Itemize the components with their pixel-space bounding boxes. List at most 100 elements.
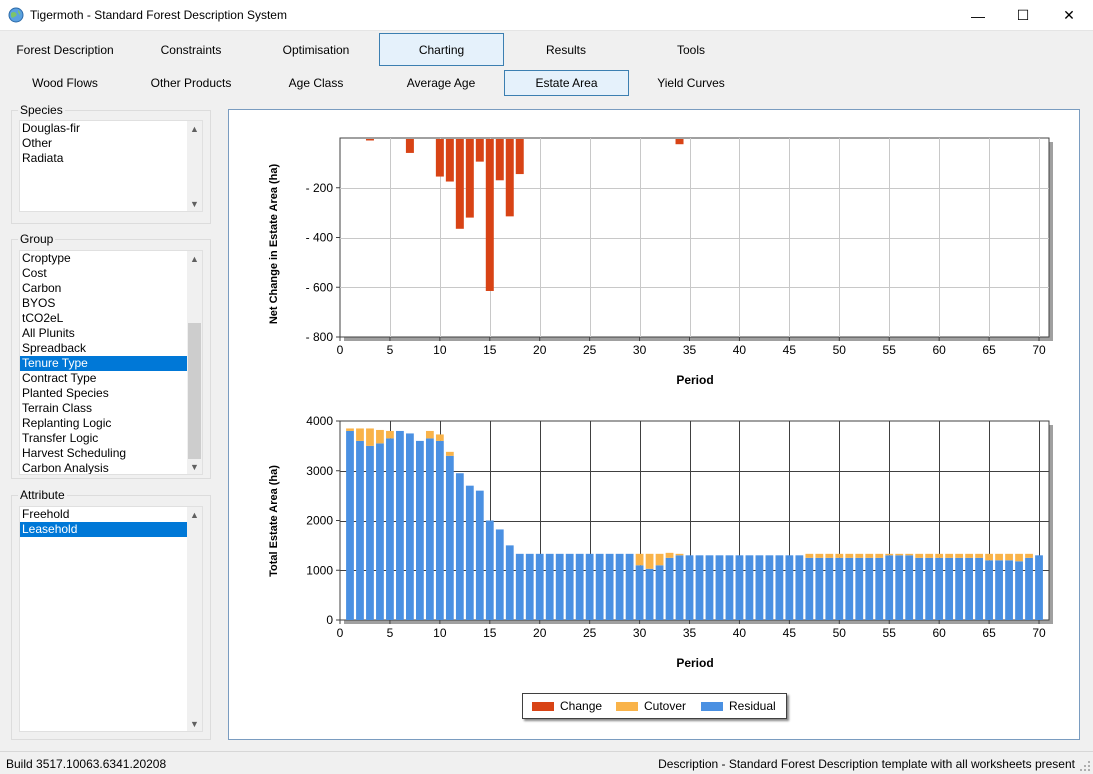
group-label: Group bbox=[18, 232, 56, 246]
list-item[interactable]: Croptype bbox=[22, 251, 71, 265]
cutover-bar bbox=[845, 553, 854, 558]
close-button[interactable]: ✕ bbox=[1063, 7, 1075, 23]
change-bar bbox=[435, 139, 444, 177]
tab-other-products[interactable]: Other Products bbox=[150, 76, 232, 90]
cutover-bar bbox=[425, 430, 434, 439]
x-tick-label: 10 bbox=[433, 626, 447, 640]
residual-bar bbox=[625, 553, 634, 620]
residual-bar bbox=[376, 443, 384, 620]
change-bar bbox=[455, 139, 464, 229]
net-change-tick-labels: 0 5 10 15 20 25 30 35 40 45 50 55 60 65 70 - 200 - 400 - … bbox=[306, 181, 1046, 357]
residual-bar bbox=[396, 430, 404, 620]
scroll-down-icon[interactable]: ▼ bbox=[190, 718, 199, 729]
y-tick-label: - 600 bbox=[306, 280, 334, 294]
chart-panel: 0 5 10 15 20 25 30 35 40 45 50 55 60 65 70- 200- 400- … bbox=[228, 109, 1080, 740]
list-item-selected[interactable]: Tenure Type bbox=[20, 356, 202, 371]
chart-legend: Change Cutover Residual bbox=[522, 693, 787, 719]
residual-bar bbox=[705, 555, 714, 620]
maximize-button[interactable]: ☐ bbox=[1016, 7, 1030, 23]
tab-tools[interactable]: Tools bbox=[676, 42, 705, 57]
estate-area-charts: 0 5 10 15 20 25 30 35 40 45 50 55 60 65 70- 200- 400- … bbox=[268, 137, 1053, 670]
tab-forest-description[interactable]: Forest Description bbox=[16, 42, 114, 57]
list-item[interactable]: BYOS bbox=[22, 296, 56, 310]
scroll-thumb[interactable] bbox=[188, 323, 201, 459]
list-item[interactable]: Radiata bbox=[22, 151, 64, 165]
tab-charting[interactable]: Charting bbox=[379, 33, 504, 66]
list-item[interactable]: Other bbox=[22, 136, 53, 150]
list-item[interactable]: tCO2eL bbox=[22, 311, 64, 325]
scroll-up-icon[interactable]: ▲ bbox=[190, 253, 199, 264]
residual-bar bbox=[655, 565, 664, 620]
y-tick-label: 1000 bbox=[306, 563, 333, 577]
attribute-list[interactable]: Freehold Leasehold ▲ ▼ bbox=[19, 506, 203, 732]
build-version: Build 3517.10063.6341.20208 bbox=[6, 757, 167, 771]
x-tick-label: 25 bbox=[583, 626, 597, 640]
tab-age-class[interactable]: Age Class bbox=[288, 76, 344, 90]
list-item[interactable]: Spreadback bbox=[22, 341, 87, 355]
change-bar bbox=[405, 139, 414, 153]
scroll-up-icon[interactable]: ▲ bbox=[190, 123, 199, 134]
y-tick-label: - 200 bbox=[306, 181, 334, 195]
x-tick-label: 60 bbox=[932, 626, 946, 640]
tab-wood-flows[interactable]: Wood Flows bbox=[32, 76, 98, 90]
residual-bar bbox=[965, 557, 974, 620]
y-tick-label: 0 bbox=[326, 613, 333, 627]
list-item[interactable]: Carbon Analysis bbox=[22, 461, 109, 475]
residual-bar bbox=[825, 557, 834, 620]
tab-average-age[interactable]: Average Age bbox=[406, 76, 476, 90]
list-item[interactable]: Harvest Scheduling bbox=[22, 446, 127, 460]
tab-constraints[interactable]: Constraints bbox=[160, 42, 222, 57]
list-item[interactable]: Transfer Logic bbox=[22, 431, 99, 445]
x-tick-label: 30 bbox=[633, 343, 647, 357]
residual-bar bbox=[485, 520, 494, 620]
cutover-bar bbox=[915, 553, 924, 558]
tab-results[interactable]: Results bbox=[545, 42, 586, 57]
species-list[interactable]: Douglas-fir Other Radiata ▲ ▼ bbox=[19, 120, 203, 212]
change-swatch bbox=[532, 701, 554, 711]
x-tick-label: 5 bbox=[387, 626, 394, 640]
attribute-scrollbar[interactable]: ▲ ▼ bbox=[187, 507, 202, 731]
tab-optimisation[interactable]: Optimisation bbox=[282, 42, 350, 57]
list-item-selected[interactable]: Leasehold bbox=[20, 522, 202, 537]
net-change-x-axis-label: Period bbox=[676, 373, 713, 387]
cutover-bar bbox=[1015, 553, 1023, 562]
residual-bar bbox=[745, 555, 754, 620]
list-item[interactable]: Freehold bbox=[22, 507, 70, 521]
list-item[interactable]: Terrain Class bbox=[22, 401, 93, 415]
residual-bar bbox=[1005, 560, 1013, 620]
cutover-bar bbox=[885, 553, 894, 556]
scroll-up-icon[interactable]: ▲ bbox=[190, 509, 199, 520]
cutover-bar bbox=[435, 434, 444, 441]
residual-bar bbox=[805, 557, 814, 620]
group-scrollbar[interactable]: ▲ ▼ bbox=[187, 251, 202, 474]
cutover-bar bbox=[895, 553, 904, 556]
cutover-bar bbox=[635, 553, 644, 566]
scroll-down-icon[interactable]: ▼ bbox=[190, 461, 199, 472]
status-bar: Build 3517.10063.6341.20208 Description … bbox=[0, 751, 1093, 774]
resize-grip-icon[interactable] bbox=[1079, 760, 1091, 772]
tab-yield-curves[interactable]: Yield Curves bbox=[657, 76, 725, 90]
list-item[interactable]: Carbon bbox=[22, 281, 62, 295]
group-list[interactable]: Croptype Cost Carbon BYOS tCO2eL All Plu… bbox=[19, 250, 203, 475]
residual-bar bbox=[815, 557, 824, 620]
status-description: Description - Standard Forest Descriptio… bbox=[658, 757, 1075, 771]
residual-bar bbox=[575, 553, 584, 620]
scroll-down-icon[interactable]: ▼ bbox=[190, 198, 199, 209]
cutover-bar bbox=[995, 553, 1003, 561]
list-item[interactable]: Replanting Logic bbox=[22, 416, 112, 430]
total-area-bars bbox=[346, 428, 1043, 620]
list-item[interactable]: Planted Species bbox=[22, 386, 109, 400]
list-item[interactable]: All Plunits bbox=[22, 326, 75, 340]
x-tick-label: 30 bbox=[633, 626, 647, 640]
tab-estate-area[interactable]: Estate Area bbox=[504, 70, 629, 96]
list-item[interactable]: Cost bbox=[22, 266, 47, 280]
cutover-bar bbox=[445, 451, 454, 456]
legend-item-cutover: Cutover bbox=[616, 699, 686, 713]
species-scrollbar[interactable]: ▲ ▼ bbox=[187, 121, 202, 211]
minimize-button[interactable]: — bbox=[971, 7, 985, 24]
list-item[interactable]: Contract Type bbox=[22, 371, 97, 385]
x-tick-label: 70 bbox=[1032, 626, 1046, 640]
list-item[interactable]: Douglas-fir bbox=[22, 121, 81, 135]
y-tick-label: - 800 bbox=[306, 330, 334, 344]
residual-bar bbox=[675, 555, 684, 620]
